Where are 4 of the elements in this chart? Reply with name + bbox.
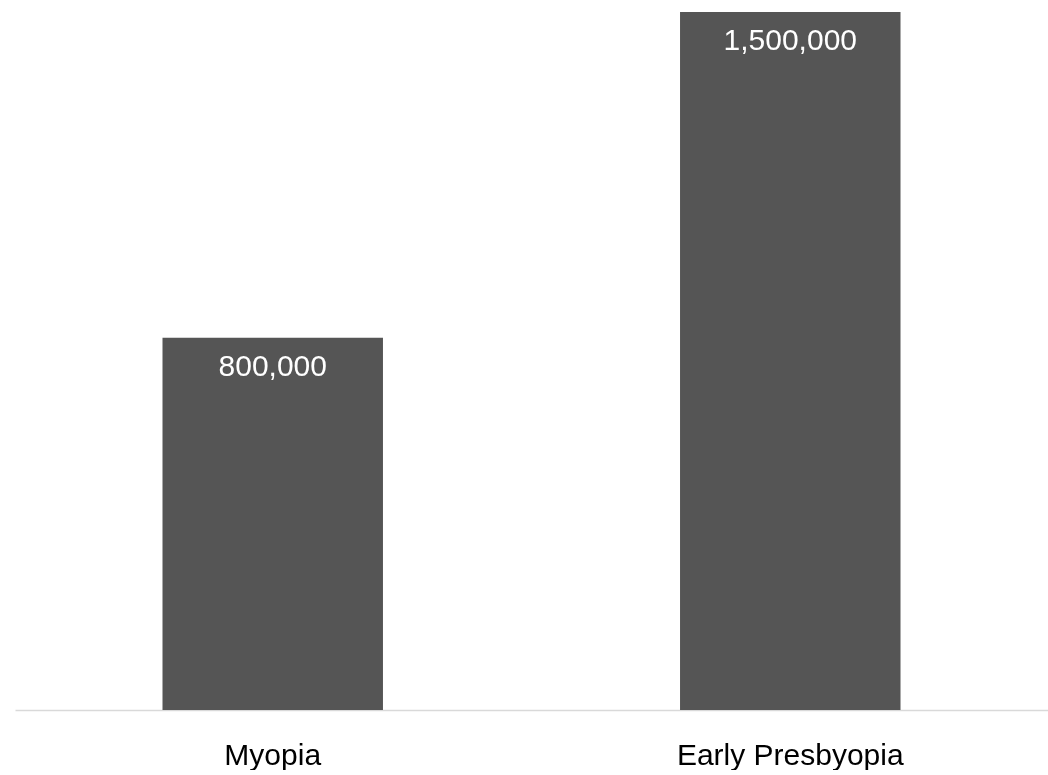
data-label: 800,000 [218, 348, 327, 382]
x-tick-label: Early Presbyopia [676, 737, 904, 771]
data-label: 1,500,000 [723, 23, 857, 56]
x-tick-label: Myopia [224, 737, 322, 771]
